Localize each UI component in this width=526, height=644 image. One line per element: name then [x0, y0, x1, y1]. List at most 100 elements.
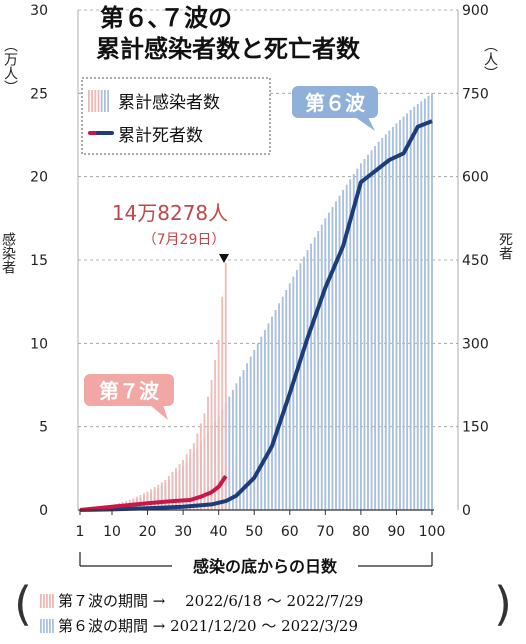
footer-periods: ( ) 第７波の期間 → 2022/6/18 ～ 2022/7/29 第６波の期… — [14, 577, 512, 635]
x-tick-label: 90 — [388, 524, 406, 540]
wave6-bar — [367, 154, 369, 510]
x-tick-label: 20 — [139, 524, 157, 540]
wave7-label: 第７波 — [84, 374, 174, 420]
wave6-bar — [406, 113, 409, 510]
wave6-bar — [239, 376, 241, 510]
wave6-bar — [246, 363, 249, 510]
wave6-bar — [274, 310, 277, 510]
wave7-bar — [196, 433, 199, 510]
wave6-bar — [413, 106, 416, 511]
wave6-bar — [395, 123, 398, 510]
wave6-bar — [356, 168, 359, 510]
footer-swatch-stripe — [52, 594, 54, 608]
left-tick-label: 0 — [39, 503, 48, 519]
left-tick-labels: 0 5 10 15 20 25 30 — [30, 3, 48, 519]
left-tick-label: 10 — [30, 336, 48, 352]
x-tick-label: 50 — [245, 524, 263, 540]
wave6-bar — [317, 231, 320, 510]
wave6-bar — [228, 396, 231, 510]
footer-paren-open: ( — [14, 577, 32, 631]
wave6-bar — [359, 163, 362, 511]
wave6-bar — [231, 390, 234, 510]
wave6-bar — [281, 296, 284, 510]
footer-swatch-stripe — [49, 619, 51, 633]
x-tick-label: 1 — [76, 524, 85, 540]
wave6-bar — [342, 190, 345, 510]
x-tick-label: 30 — [174, 524, 192, 540]
wave6-bar — [306, 250, 309, 510]
wave6-bar — [278, 303, 281, 510]
wave7-bar — [210, 380, 213, 510]
x-tick-label: 10 — [103, 524, 121, 540]
x-tick-labels: 1 10 20 30 40 50 60 70 80 90 100 — [76, 510, 446, 540]
wave7-bar — [199, 423, 202, 510]
wave6-bar — [242, 370, 245, 510]
right-axis-label: 死者 — [497, 232, 513, 260]
footer-swatch-stripe — [52, 619, 54, 633]
wave6-bar — [235, 383, 238, 510]
right-unit-text: （人） — [482, 38, 498, 80]
wave6-bar — [320, 224, 323, 510]
left-tick-label: 15 — [30, 253, 48, 269]
right-tick-label: 750 — [462, 86, 489, 102]
wave6-bar — [423, 98, 426, 511]
x-tick-label: 40 — [210, 524, 228, 540]
legend-swatch-stripe — [107, 90, 109, 112]
wave6-bar — [335, 201, 337, 511]
right-unit: （人） — [482, 38, 498, 80]
peak-marker-triangle — [219, 254, 229, 263]
wave7-label-pointer — [150, 405, 168, 420]
right-tick-label: 450 — [462, 253, 489, 269]
wave6-bar — [370, 150, 373, 511]
wave7-deaths-line — [79, 474, 228, 512]
left-tick-label: 20 — [30, 170, 48, 186]
legend-swatch-stripe — [97, 90, 100, 112]
legend-swatch-stripe — [88, 90, 90, 112]
footer-wave7-period: 第７波の期間 → 2022/6/18 ～ 2022/7/29 — [58, 592, 363, 610]
wave7-bar — [153, 487, 156, 510]
footer-wave7-swatch — [40, 594, 54, 608]
wave7-bar — [164, 480, 167, 510]
x-tick-label: 60 — [281, 524, 299, 540]
wave6-bars — [79, 93, 433, 511]
left-unit: （万人） — [2, 38, 18, 94]
wave6-label: 第６波 — [292, 86, 378, 131]
wave6-bar — [345, 184, 348, 510]
wave6-bar — [349, 179, 352, 511]
wave6-bar — [416, 104, 419, 510]
footer-swatch-stripe — [43, 594, 45, 608]
left-axis-label: 感染者 — [0, 231, 16, 274]
wave6-bar — [295, 270, 298, 510]
wave6-bar — [381, 138, 384, 510]
wave6-bar — [267, 323, 270, 510]
wave7-bar — [160, 482, 163, 510]
x-tick-label: 70 — [316, 524, 334, 540]
wave6-bar — [327, 212, 330, 510]
wave7-bar — [217, 340, 220, 510]
wave7-bar — [224, 262, 227, 510]
right-tick-label: 600 — [462, 170, 489, 186]
wave7-bar — [203, 413, 206, 510]
right-tick-label: 150 — [462, 420, 489, 436]
chart-title-line1: 第６､７波の — [100, 4, 232, 32]
wave7-bar — [175, 468, 177, 510]
wave6-bar — [260, 336, 263, 510]
wave7-bar — [150, 489, 153, 510]
wave7-bar — [192, 443, 195, 510]
wave7-bar — [207, 396, 209, 510]
wave7-bar — [214, 360, 217, 510]
wave7-bar — [171, 472, 174, 510]
wave6-bar — [399, 120, 401, 510]
legend-swatch-stripe — [100, 90, 103, 112]
left-tick-label: 5 — [39, 420, 48, 436]
wave7-bar — [221, 296, 224, 510]
wave7-bar — [182, 460, 185, 510]
wave7-bar — [167, 476, 170, 510]
legend-deaths-label: 累計死者数 — [118, 126, 203, 146]
footer-swatch-stripe — [46, 594, 48, 608]
wave6-bar — [420, 101, 423, 510]
wave6-bar — [299, 263, 302, 510]
x-tick-label: 100 — [419, 524, 446, 540]
wave6-bar — [374, 146, 377, 510]
